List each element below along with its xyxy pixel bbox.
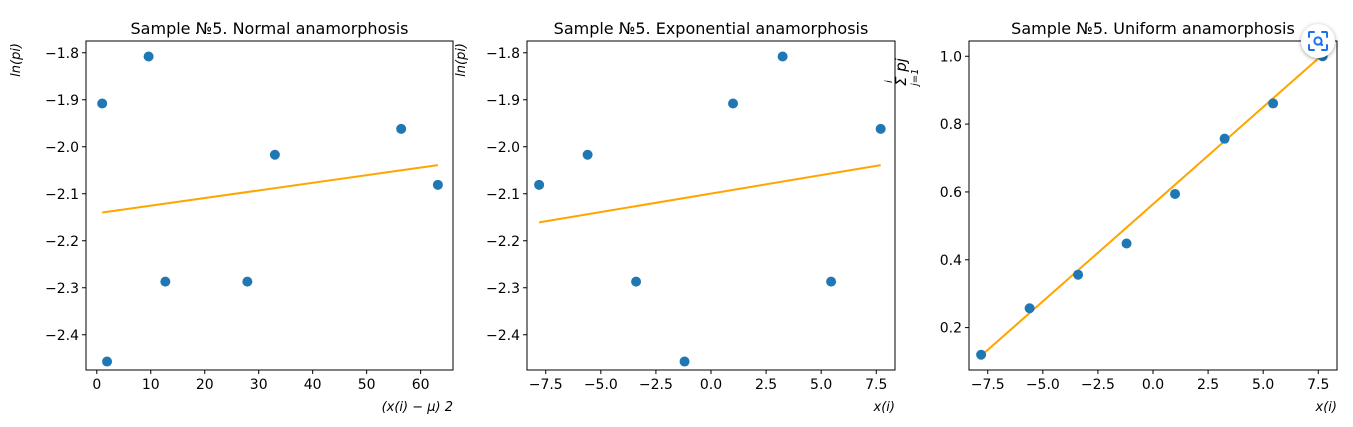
- y-tick-label: −2.1: [45, 187, 79, 203]
- data-point: [875, 123, 886, 134]
- data-point: [160, 276, 171, 287]
- y-tick-label: −1.9: [486, 93, 520, 109]
- axes-frame: [85, 40, 454, 371]
- x-tick-label: 2.5: [1197, 377, 1219, 393]
- data-point: [826, 276, 837, 287]
- x-axis-label: x(i): [1315, 400, 1337, 415]
- y-tick-label: −1.8: [486, 46, 520, 62]
- x-tick-label: 10: [142, 377, 160, 393]
- chart-panel: Sample №5. Uniform anamorphosis −7.5 −5.0 −…: [884, 19, 1338, 415]
- axes-frame: [526, 40, 896, 371]
- data-point: [1121, 238, 1132, 249]
- fit-line: [980, 53, 1324, 357]
- lens-search-button[interactable]: [1301, 24, 1335, 58]
- x-tick-label: −5.0: [1026, 377, 1060, 393]
- x-tick-label: 30: [250, 377, 268, 393]
- x-tick-label: 50: [358, 377, 376, 393]
- data-point: [1219, 133, 1230, 144]
- y-tick-label: −2.2: [486, 234, 520, 250]
- fit-line: [102, 164, 439, 214]
- chart-title: Sample №5. Exponential anamorphosis: [554, 19, 869, 38]
- x-tick-label: 5.0: [1252, 377, 1274, 393]
- y-axis-label: ln(pi): [9, 43, 24, 77]
- x-tick-label: 7.5: [865, 377, 887, 393]
- x-axis-label: (x(i) − μ) 2: [382, 400, 453, 415]
- y-tick-label: 0.4: [940, 253, 962, 269]
- data-point: [396, 123, 407, 134]
- chart-panel: Sample №5. Normal anamorphosis 0 10 20 30 40 5…: [9, 19, 454, 415]
- y-axis-label-upper: i: [884, 80, 895, 83]
- x-tick-label: 40: [304, 377, 322, 393]
- x-tick-label: 20: [196, 377, 214, 393]
- y-tick-label: −2.3: [486, 281, 520, 297]
- data-point: [102, 356, 113, 367]
- data-point: [631, 276, 642, 287]
- y-tick-label: −2.2: [45, 234, 79, 250]
- y-tick-label: −2.1: [486, 187, 520, 203]
- x-tick-label: 0.0: [700, 377, 722, 393]
- y-tick-label: 0.6: [940, 185, 962, 201]
- data-point: [534, 179, 545, 190]
- x-axis-label: x(i): [873, 400, 895, 415]
- data-point: [97, 98, 108, 109]
- y-tick-label: −2.4: [486, 328, 520, 344]
- data-point: [1268, 98, 1279, 109]
- y-axis-label-lower: j=1: [910, 68, 921, 88]
- data-point: [143, 51, 154, 62]
- data-point: [582, 149, 593, 160]
- data-point: [432, 179, 443, 190]
- y-tick-label: −2.3: [45, 281, 79, 297]
- chart-panel: Sample №5. Exponential anamorphosis −7.5 −…: [454, 19, 896, 415]
- x-tick-label: −2.5: [639, 377, 673, 393]
- data-point: [728, 98, 739, 109]
- x-tick-label: −7.5: [971, 377, 1005, 393]
- data-point: [777, 51, 788, 62]
- fit-line: [538, 164, 881, 224]
- data-point: [1024, 303, 1035, 314]
- x-tick-label: 2.5: [755, 377, 777, 393]
- x-tick-label: 7.5: [1307, 377, 1329, 393]
- y-tick-label: −2.4: [45, 328, 79, 344]
- y-tick-label: −1.8: [45, 46, 79, 62]
- x-tick-label: −5.0: [584, 377, 618, 393]
- y-axis-label-main: Σ pj: [892, 57, 910, 86]
- chart-title: Sample №5. Normal anamorphosis: [131, 19, 409, 38]
- data-point: [1170, 188, 1181, 199]
- x-tick-label: −2.5: [1081, 377, 1115, 393]
- data-point: [976, 349, 987, 360]
- data-point: [679, 356, 690, 367]
- data-point: [269, 149, 280, 160]
- x-tick-label: 5.0: [810, 377, 832, 393]
- y-tick-label: −1.9: [45, 93, 79, 109]
- y-tick-label: 0.8: [940, 117, 962, 133]
- y-tick-label: 0.2: [940, 321, 962, 337]
- data-point: [242, 276, 253, 287]
- y-tick-label: 1.0: [940, 49, 962, 65]
- y-axis-label: Σ pji j=1: [884, 57, 921, 88]
- x-tick-label: −7.5: [529, 377, 563, 393]
- x-tick-label: 0: [92, 377, 101, 393]
- y-tick-label: −2.0: [45, 140, 79, 156]
- y-axis-label: ln(pi): [454, 43, 469, 77]
- lens-search-icon: [1308, 31, 1328, 51]
- x-tick-label: 0.0: [1142, 377, 1164, 393]
- y-tick-label: −2.0: [486, 140, 520, 156]
- data-point: [1073, 269, 1084, 280]
- chart-title: Sample №5. Uniform anamorphosis: [1011, 19, 1295, 38]
- x-tick-label: 60: [412, 377, 430, 393]
